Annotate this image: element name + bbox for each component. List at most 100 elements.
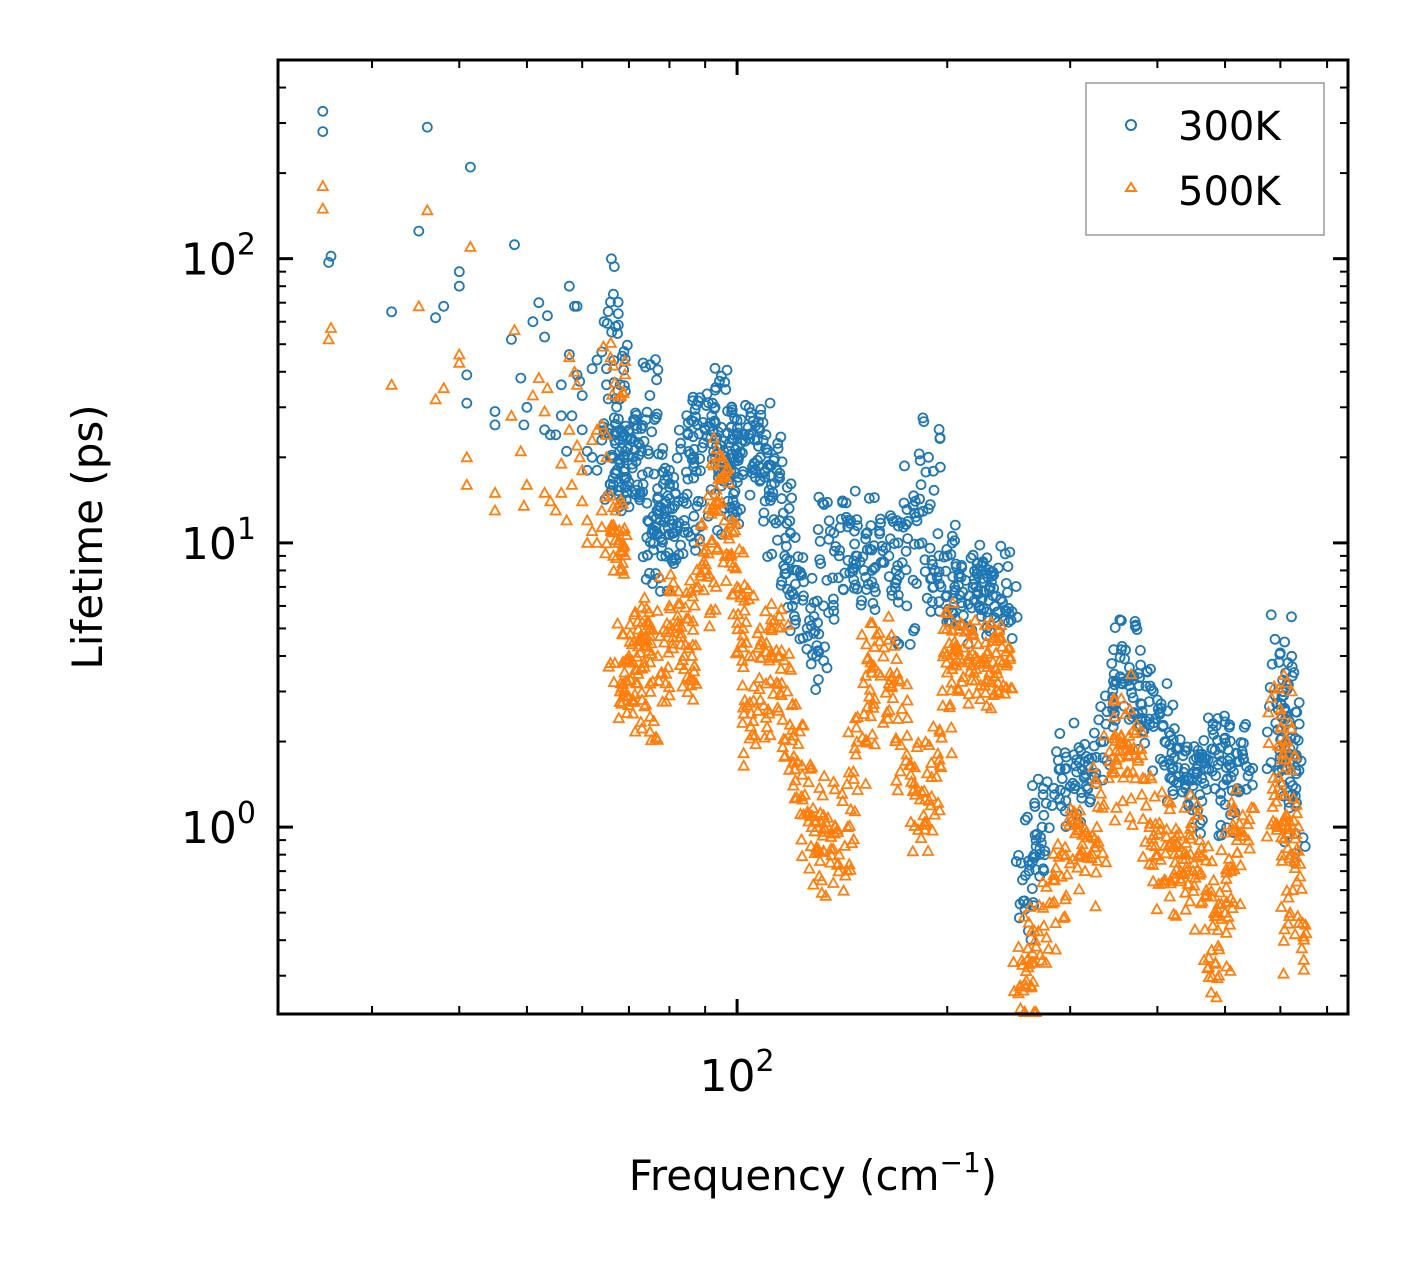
point-500k-48-0 [599,450,614,463]
point-500k-79-8 [744,719,758,732]
point-300k-97-11 [823,607,834,619]
point-500k-99-2 [889,731,903,744]
point-500k-140-3 [1223,917,1237,930]
point-500k-84-3 [785,698,799,710]
point-300k-128-4 [1054,793,1065,805]
point-300k-92-9 [784,515,796,527]
point-500k-113-4 [999,644,1013,657]
point-500k-150-1 [1293,869,1307,882]
point-500k-79-4 [763,728,777,741]
point-500k-107-8 [954,616,968,628]
point-500k-108-8 [962,636,976,649]
point-500k-122-9 [1085,847,1099,859]
point-300k-103-8 [854,556,866,567]
point-300k-112-8 [926,572,937,584]
point-500k-91-7 [826,876,840,888]
point-500k-143-7 [1230,845,1244,858]
point-300k-104-9 [865,520,877,531]
point-500k-77-7 [746,649,760,662]
point-300k-95-8 [797,594,809,606]
point-500k-149-11 [1288,861,1302,873]
point-500k-52-5 [604,350,618,363]
point-500k-128-4 [1126,818,1140,830]
point-500k-122-1 [1096,846,1110,859]
point-500k-126-2 [1128,726,1142,738]
point-500k-108-10 [965,673,979,685]
point-500k-101-2 [911,823,925,835]
point-300k-113-7 [950,558,962,570]
point-500k-12-0 [460,478,474,490]
point-300k-141-5 [1157,756,1169,767]
point-300k-110-11 [914,455,926,467]
point-500k-95-2 [870,627,884,640]
point-300k-109-7 [911,515,923,527]
point-300k-74-4 [682,473,694,485]
point-500k-120-9 [1071,849,1085,862]
point-300k-103-4 [855,599,867,611]
point-500k-76-1 [736,660,750,672]
point-500k-137-8 [1190,850,1204,863]
point-500k-140-6 [1219,871,1233,884]
point-500k-130-6 [1147,828,1161,840]
point-500k-91-5 [843,863,857,875]
point-500k-64-8 [674,630,688,643]
point-500k-128-6 [1136,812,1150,824]
point-500k-34-0 [567,364,582,377]
point-300k-120-1 [983,595,995,606]
point-500k-89-7 [826,774,841,787]
point-300k-63-11 [644,567,655,579]
point-300k-151-11 [1223,721,1235,733]
point-300k-79-7 [710,417,721,429]
point-500k-92-11 [831,825,845,837]
point-500k-149-4 [1290,842,1304,854]
point-500k-65-7 [672,584,686,597]
point-500k-59-11 [623,634,637,647]
point-300k-122-11 [1004,546,1016,558]
point-500k-89-10 [828,782,842,795]
point-500k-63-5 [643,685,657,697]
point-500k-52-0 [606,358,620,371]
point-300k-101-10 [842,521,854,533]
point-500k-94-0 [857,707,871,719]
point-500k-77-10 [736,628,750,641]
point-500k-122-10 [1099,855,1113,868]
point-500k-108-9 [959,624,973,637]
point-500k-69-11 [694,565,708,578]
point-500k-127-7 [1116,770,1130,783]
point-300k-121-0 [997,596,1008,608]
point-500k-131-9 [1146,874,1160,887]
point-300k-111-4 [931,571,943,583]
point-300k-30-0 [561,445,572,457]
point-500k-24-0 [538,404,552,417]
point-300k-33-0 [566,410,578,422]
point-500k-147-8 [1285,763,1299,776]
point-300k-116-4 [954,589,965,601]
point-300k-132-1 [1086,752,1098,764]
point-500k-51-0 [606,549,620,561]
point-500k-68-11 [702,619,717,632]
point-300k-148-4 [1203,763,1215,775]
point-500k-74-3 [719,574,733,586]
point-500k-93-2 [848,711,863,724]
point-300k-80-10 [727,495,739,507]
point-300k-136-7 [1127,692,1139,704]
point-500k-5-0 [412,299,426,312]
point-500k-96-11 [882,609,896,622]
point-500k-92-6 [831,856,845,869]
point-300k-151-10 [1224,752,1236,764]
point-500k-122-3 [1090,854,1105,866]
point-300k-28-0 [555,410,567,422]
point-500k-138-3 [1212,897,1226,909]
point-500k-20-0 [520,478,534,490]
point-300k-123-8 [1010,856,1022,867]
point-500k-90-1 [811,842,825,854]
point-300k-147-11 [1198,778,1210,789]
point-300k-99-7 [833,572,844,584]
point-300k-100-7 [840,497,852,509]
point-300k-127-1 [1037,789,1049,801]
point-300k-4-0 [386,306,398,318]
point-300k-99-8 [827,572,838,584]
point-500k-128-9 [1123,810,1137,823]
point-500k-74-7 [718,525,732,538]
point-500k-8-0 [437,381,451,394]
